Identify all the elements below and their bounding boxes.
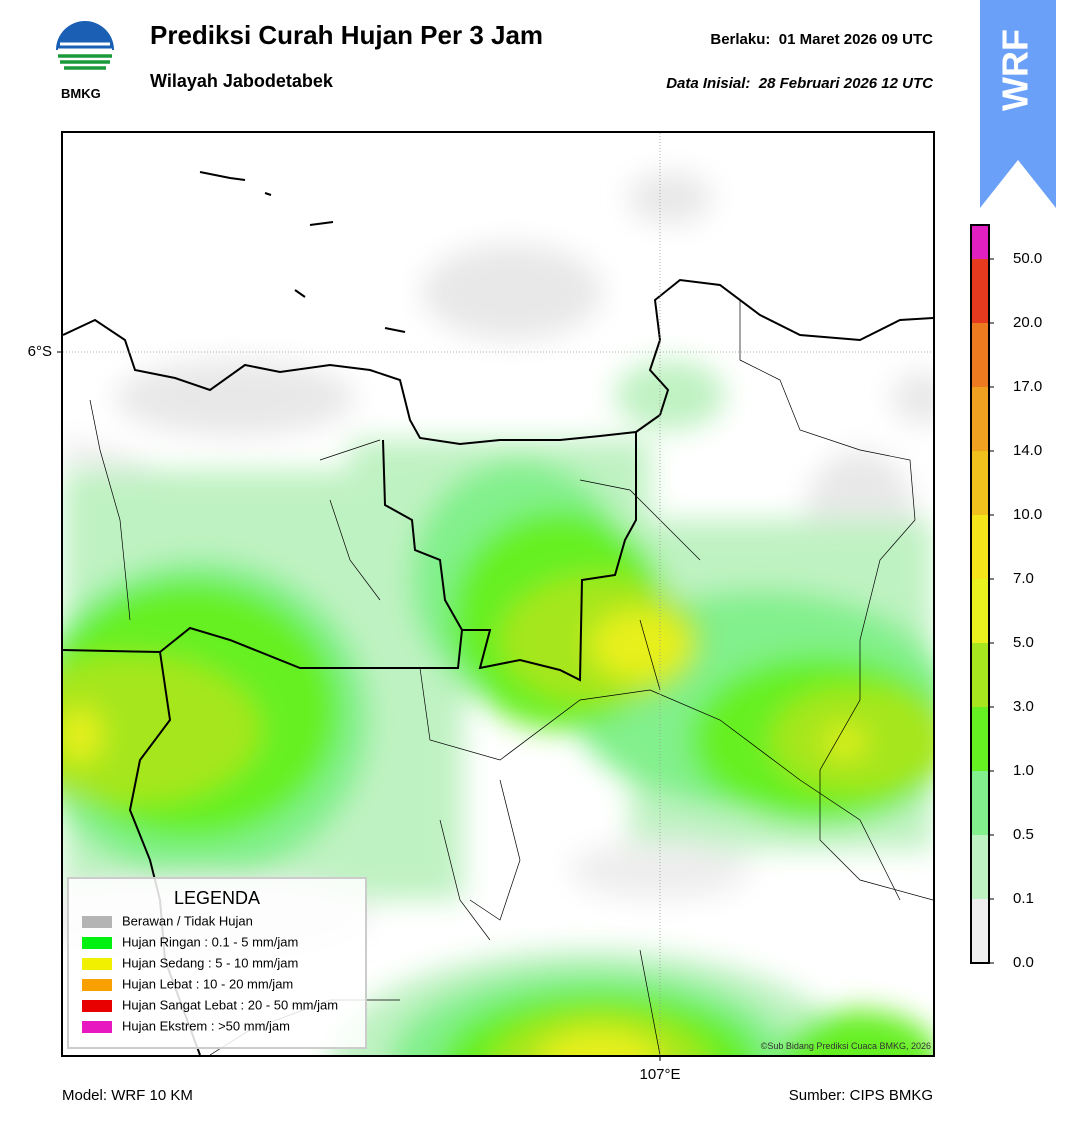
colorbar-segment <box>971 771 989 835</box>
colorbar-tick-label: 50.0 <box>1013 250 1042 267</box>
colorbar-tick-label: 0.0 <box>1013 954 1034 971</box>
colorbar-segment <box>971 451 989 515</box>
legend-swatch <box>82 979 112 991</box>
colorbar-tick-label: 0.5 <box>1013 826 1034 843</box>
legend-label: Hujan Ekstrem : >50 mm/jam <box>122 1018 290 1033</box>
colorbar-tick-label: 5.0 <box>1013 634 1034 651</box>
legend-label: Hujan Lebat : 10 - 20 mm/jam <box>122 976 293 991</box>
valid-value: 01 Maret 2026 09 UTC <box>778 31 933 48</box>
colorbar-tick-label: 17.0 <box>1013 378 1042 395</box>
colorbar-segment <box>971 899 989 963</box>
valid-label: Berlaku: <box>710 31 771 48</box>
legend-swatch <box>82 1021 112 1033</box>
init-time: Data Inisial: 28 Februari 2026 12 UTC <box>666 75 933 92</box>
colorbar-segment <box>971 643 989 707</box>
colorbar-segment <box>971 579 989 643</box>
colorbar-segment <box>971 225 989 259</box>
colorbar-tick-label: 0.1 <box>1013 890 1034 907</box>
colorbar-segment <box>971 707 989 771</box>
lon-label: 107°E <box>639 1066 680 1083</box>
legend-label: Hujan Ringan : 0.1 - 5 mm/jam <box>122 934 298 949</box>
colorbar-frame <box>970 224 990 964</box>
colorbar: 0.0 0.1 0.5 1.0 3.0 5.0 7.0 10.0 14.0 17.0 20.0 50.… <box>970 224 1042 971</box>
colorbar-tick-label: 20.0 <box>1013 314 1042 331</box>
colorbar-tick-label: 10.0 <box>1013 506 1042 523</box>
colorbar-tick-label: 3.0 <box>1013 698 1034 715</box>
colorbar-tick-label: 1.0 <box>1013 762 1034 779</box>
legend-swatch <box>82 937 112 949</box>
legend-swatch <box>82 1000 112 1012</box>
model: Model: WRF 10 KM <box>62 1087 193 1104</box>
colorbar-segment <box>971 259 989 323</box>
colorbar-tick-label: 14.0 <box>1013 442 1042 459</box>
colorbar-segment <box>971 387 989 451</box>
legend-title: LEGENDA <box>174 888 260 908</box>
colorbar-tick-label: 7.0 <box>1013 570 1034 587</box>
legend-label: Hujan Sangat Lebat : 20 - 50 mm/jam <box>122 997 338 1012</box>
logo-text: BMKG <box>61 86 101 101</box>
legend-swatch <box>82 958 112 970</box>
colorbar-segment <box>971 835 989 899</box>
copyright: ©Sub Bidang Prediksi Cuaca BMKG, 2026 <box>761 1041 931 1051</box>
legend-label: Hujan Sedang : 5 - 10 mm/jam <box>122 955 298 970</box>
lat-label: 6°S <box>28 343 52 360</box>
colorbar-segment <box>971 323 989 387</box>
title: Prediksi Curah Hujan Per 3 Jam <box>150 20 544 50</box>
legend-swatch <box>82 916 112 928</box>
subtitle: Wilayah Jabodetabek <box>150 71 333 91</box>
init-label: Data Inisial: <box>666 75 751 92</box>
legend-label: Berawan / Tidak Hujan <box>122 913 253 928</box>
init-value: 28 Februari 2026 12 UTC <box>758 75 933 92</box>
source: Sumber: CIPS BMKG <box>788 1087 933 1104</box>
badge-text: WRF <box>995 29 1036 111</box>
valid-time: Berlaku: 01 Maret 2026 09 UTC <box>710 31 933 48</box>
badge: WRF <box>980 0 1056 208</box>
legend: LEGENDA Berawan / Tidak Hujan Hujan Ringa… <box>67 877 367 1049</box>
logo <box>56 21 114 70</box>
colorbar-segment <box>971 515 989 579</box>
